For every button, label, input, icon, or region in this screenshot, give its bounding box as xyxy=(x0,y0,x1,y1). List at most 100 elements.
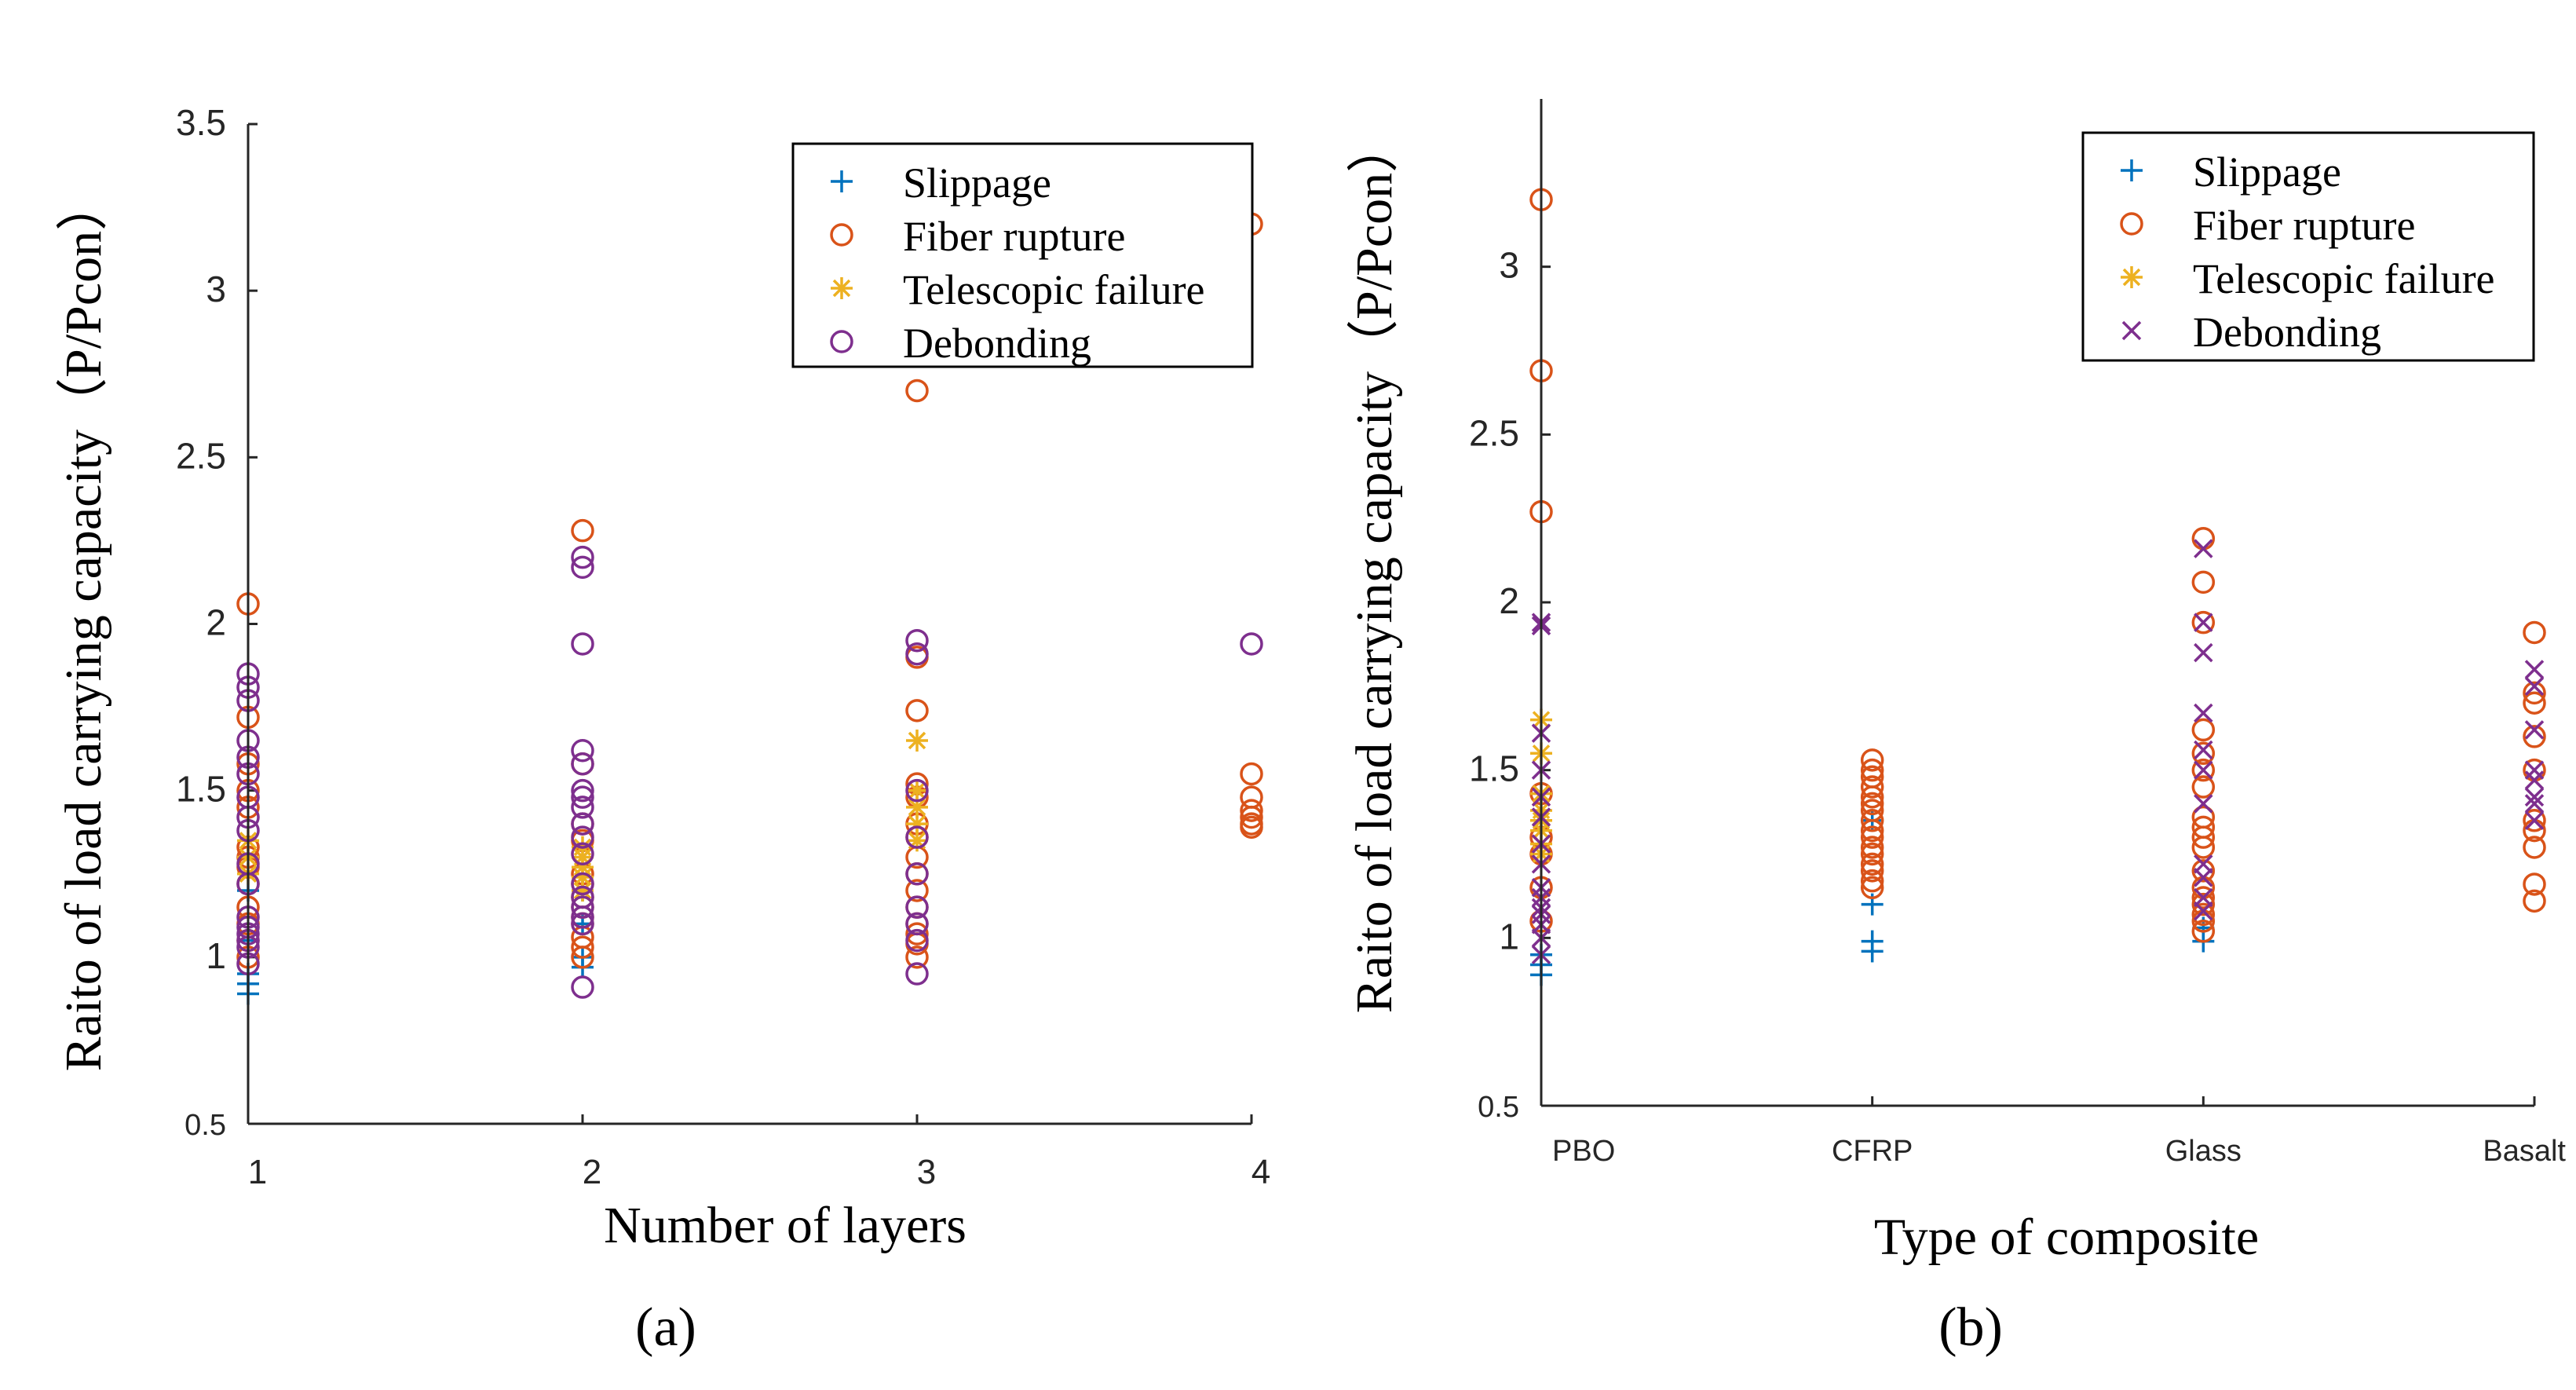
data-point xyxy=(571,785,594,809)
data-point xyxy=(571,752,594,776)
data-point xyxy=(1860,842,1884,866)
y-tick-label: 2.5 xyxy=(1469,412,1519,453)
panel-b-x-axis-label: Type of composite xyxy=(1874,1209,2259,1266)
data-point xyxy=(2194,794,2213,814)
legend-label: Fiber rupture xyxy=(2193,202,2415,249)
series-debonding xyxy=(1531,539,2545,964)
legend-box xyxy=(791,142,1254,368)
legend-item-telescopic-failure: Telescopic failure xyxy=(831,266,1205,313)
data-point xyxy=(1860,818,1884,843)
data-point xyxy=(2191,758,2216,782)
data-point xyxy=(905,862,929,886)
panel-a-legend: Slippage Fiber rupture Telescopic failure D… xyxy=(791,142,1254,368)
legend-item-debonding: Debonding xyxy=(830,320,1091,367)
legend-marker xyxy=(831,170,853,192)
data-point xyxy=(571,555,594,580)
data-point xyxy=(2524,794,2545,814)
series-telescopic-failure xyxy=(237,730,928,902)
data-point xyxy=(2524,676,2545,697)
data-point xyxy=(1240,762,1263,786)
data-point xyxy=(2191,825,2216,849)
data-point xyxy=(2523,889,2546,913)
data-point xyxy=(2523,620,2546,645)
data-point xyxy=(571,812,594,836)
legend-marker xyxy=(2121,159,2143,181)
x-tick-label: 1 xyxy=(248,1153,267,1191)
y-tick-label: 1 xyxy=(1499,916,1519,957)
data-point xyxy=(2194,740,2213,760)
legend-item-fiber-rupture: Fiber rupture xyxy=(2120,202,2415,249)
legend-item-debonding: Debonding xyxy=(2121,309,2381,356)
data-point xyxy=(905,879,929,902)
data-point xyxy=(905,928,929,953)
y-tick-label: 3 xyxy=(206,269,226,309)
legend-marker xyxy=(830,223,853,247)
data-point xyxy=(2524,720,2545,740)
y-tick-label: 2 xyxy=(206,602,226,643)
data-point xyxy=(2194,703,2213,723)
data-point xyxy=(905,922,929,946)
series-slippage xyxy=(237,879,594,1005)
legend-label: Slippage xyxy=(903,159,1051,207)
data-point xyxy=(571,738,594,763)
data-point xyxy=(2191,859,2216,883)
data-point xyxy=(2524,810,2545,831)
legend-marker xyxy=(2121,320,2142,341)
data-point xyxy=(905,699,929,722)
series-debonding xyxy=(236,545,1263,999)
x-tick-label: Glass xyxy=(2165,1135,2242,1168)
series-fiber-rupture xyxy=(1529,188,2546,943)
y-tick-label: 0.5 xyxy=(185,1109,226,1142)
data-point xyxy=(1860,758,1884,782)
data-point xyxy=(905,946,929,969)
data-point xyxy=(905,912,929,936)
data-point xyxy=(571,778,594,803)
data-point xyxy=(2524,660,2545,679)
legend-item-telescopic-failure: Telescopic failure xyxy=(2121,255,2495,302)
data-point xyxy=(571,895,594,919)
data-point xyxy=(2524,770,2545,790)
data-point xyxy=(1240,799,1263,822)
data-point xyxy=(1240,815,1263,839)
data-point xyxy=(1860,876,1884,899)
x-tick-label: 2 xyxy=(583,1153,601,1191)
data-point xyxy=(905,962,929,986)
data-point xyxy=(2194,613,2213,632)
data-point xyxy=(2191,610,2216,635)
data-point xyxy=(906,730,928,752)
data-point xyxy=(571,872,594,896)
data-point xyxy=(2191,892,2216,916)
data-point xyxy=(1860,792,1884,816)
data-point xyxy=(2191,775,2216,799)
data-point xyxy=(571,632,594,656)
data-point xyxy=(2194,901,2213,921)
legend-label: Telescopic failure xyxy=(2193,255,2495,302)
data-point xyxy=(571,545,594,569)
data-point xyxy=(2191,920,2216,943)
data-point xyxy=(2194,642,2213,663)
data-point xyxy=(1861,930,1884,953)
legend-label: Slippage xyxy=(2193,148,2341,196)
data-point xyxy=(571,975,594,999)
panel-a-x-ticks: 1 2 3 4 xyxy=(247,1114,1270,1191)
panel-b-y-axis-label: Raito of load carrying capacity（P/Pcon） xyxy=(1346,121,1403,1013)
data-point xyxy=(2191,886,2216,909)
data-point xyxy=(2523,691,2546,715)
data-point xyxy=(2191,836,2216,859)
legend-label: Debonding xyxy=(2193,309,2381,356)
panel-b-y-ticks: 0.5 1 1.5 2 2.5 3 xyxy=(1469,245,1551,1124)
data-point xyxy=(1860,809,1884,832)
y-tick-label: 3 xyxy=(1499,245,1519,286)
data-point xyxy=(1860,825,1884,849)
data-point xyxy=(2191,570,2216,594)
data-point xyxy=(905,778,929,803)
data-point xyxy=(2191,718,2216,742)
data-point xyxy=(1860,775,1884,799)
data-point xyxy=(2191,902,2216,927)
x-tick-label: Basalt xyxy=(2483,1135,2566,1168)
legend-marker xyxy=(831,277,853,299)
legend-marker xyxy=(830,330,853,353)
data-point xyxy=(571,796,594,819)
data-point xyxy=(1860,869,1884,893)
